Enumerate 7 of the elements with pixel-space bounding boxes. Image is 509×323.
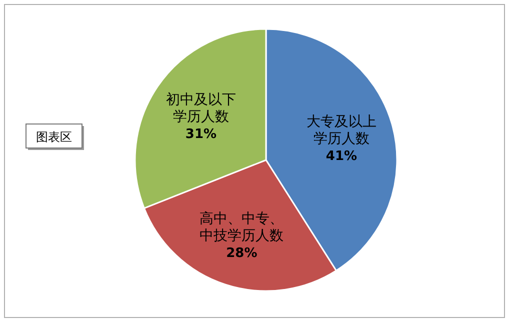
data-label: 31% [185, 126, 217, 142]
slice-label: 初中及以下学历人数 [166, 92, 236, 125]
text: 图表区 [36, 130, 72, 144]
slice-label: 高中、中专、中技学历人数 [200, 210, 284, 244]
data-label: 28% [226, 246, 258, 261]
slice-label: 大专及以上学历人数 [306, 114, 376, 148]
data-label: 41% [326, 149, 358, 164]
